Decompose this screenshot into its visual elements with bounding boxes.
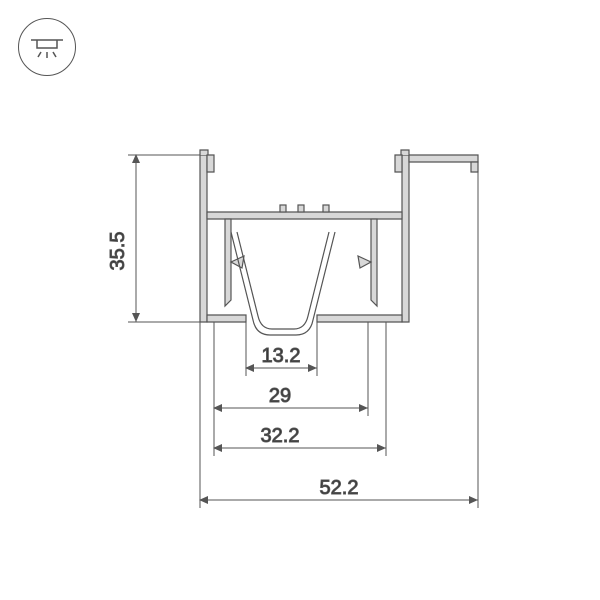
dim-label-height: 35.5 xyxy=(107,232,129,271)
extension-lines xyxy=(200,172,478,508)
dim-32-2: 32.2 xyxy=(214,425,386,448)
downlight-icon xyxy=(18,18,76,76)
dim-height-35-5: 35.5 xyxy=(107,155,200,322)
dim-13-2: 13.2 xyxy=(246,345,317,368)
dim-label-32-2: 32.2 xyxy=(261,425,300,447)
dim-label-52-2: 52.2 xyxy=(320,477,359,499)
dim-label-13-2: 13.2 xyxy=(262,345,301,367)
dim-label-29: 29 xyxy=(269,385,291,407)
profile-cross-section xyxy=(200,150,478,335)
dim-29: 29 xyxy=(214,385,368,408)
drawing-svg: 35.5 13.2 29 32.2 52.2 xyxy=(0,0,600,600)
technical-drawing-container: 35.5 13.2 29 32.2 52.2 xyxy=(0,0,600,600)
dim-52-2: 52.2 xyxy=(200,477,478,500)
